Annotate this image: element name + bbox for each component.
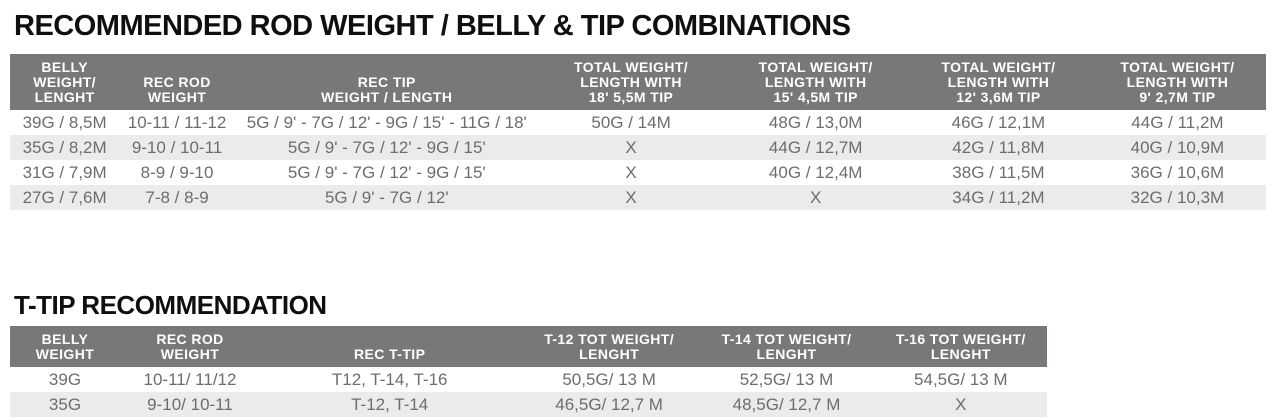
table-cell: 40G / 10,9M (1088, 135, 1266, 160)
table-row: 35G / 8,2M 9-10 / 10-11 5G / 9' - 7G / 12'… (10, 135, 1266, 160)
table-cell: 7-8 / 8-9 (119, 185, 235, 210)
table-cell: T12, T-14, T-16 (260, 367, 520, 392)
table-cell: 35G / 8,2M (10, 135, 120, 160)
section-title-rod-weight-combinations: RECOMMENDED ROD WEIGHT / BELLY & TIP COM… (14, 10, 851, 42)
table-cell: 35G (10, 392, 120, 417)
table-cell: 48,5G/ 12,7 M (698, 392, 875, 417)
header-row: BELLY WEIGHT REC ROD WEIGHT REC T-TIP T-12 … (10, 326, 1048, 367)
table-cell: 10-11 / 11-12 (119, 110, 235, 135)
t-tip-recommendation-table: BELLY WEIGHT REC ROD WEIGHT REC T-TIP T-12 … (10, 326, 1048, 417)
table-cell: 46,5G/ 12,7 M (519, 392, 699, 417)
table-cell: X (723, 185, 908, 210)
column-header: TOTAL WEIGHT/ LENGTH WITH 9' 2,7M TIP (1088, 54, 1266, 110)
table-row: 31G / 7,9M 8-9 / 9-10 5G / 9' - 7G / 12' -… (10, 160, 1266, 185)
table-cell: 31G / 7,9M (10, 160, 120, 185)
table-cell: X (538, 185, 724, 210)
table-cell: T-12, T-14 (260, 392, 520, 417)
table-cell: 10-11/ 11/12 (119, 367, 261, 392)
table-cell: 44G / 11,2M (1088, 110, 1266, 135)
column-header: TOTAL WEIGHT/ LENGTH WITH 12' 3,6M TIP (908, 54, 1089, 110)
table-cell: X (874, 392, 1048, 417)
column-header: BELLY WEIGHT/ LENGHT (10, 54, 120, 110)
table-cell: X (538, 160, 724, 185)
column-header: TOTAL WEIGHT/ LENGTH WITH 18' 5,5M TIP (538, 54, 724, 110)
table-cell: 44G / 12,7M (723, 135, 908, 160)
table-cell: 39G / 8,5M (10, 110, 120, 135)
column-header: T-12 TOT WEIGHT/ LENGHT (519, 326, 699, 367)
column-header: TOTAL WEIGHT/ LENGTH WITH 15' 4,5M TIP (723, 54, 908, 110)
table-row: 35G 9-10/ 10-11 T-12, T-14 46,5G/ 12,7 M 48,… (10, 392, 1048, 417)
table-cell: 42G / 11,8M (908, 135, 1089, 160)
table-cell: 9-10 / 10-11 (119, 135, 235, 160)
column-header: T-14 TOT WEIGHT/ LENGHT (698, 326, 875, 367)
table-cell: 27G / 7,6M (10, 185, 120, 210)
table-cell: 52,5G/ 13 M (698, 367, 875, 392)
table-cell: 8-9 / 9-10 (119, 160, 235, 185)
column-header: REC T-TIP (260, 326, 520, 367)
table-cell: 50,5G/ 13 M (519, 367, 699, 392)
table-row: 39G 10-11/ 11/12 T12, T-14, T-16 50,5G/ 13 … (10, 367, 1048, 392)
table-cell: 48G / 13,0M (723, 110, 908, 135)
table-row: 27G / 7,6M 7-8 / 8-9 5G / 9' - 7G / 12' X X 3… (10, 185, 1266, 210)
column-header: T-16 TOT WEIGHT/ LENGHT (874, 326, 1048, 367)
table-cell: 5G / 9' - 7G / 12' - 9G / 15' (234, 160, 539, 185)
table-cell: 5G / 9' - 7G / 12' (234, 185, 539, 210)
column-header: REC ROD WEIGHT (119, 326, 261, 367)
table-cell: 54,5G/ 13 M (874, 367, 1048, 392)
table-cell: 39G (10, 367, 120, 392)
column-header: REC TIP WEIGHT / LENGTH (234, 54, 539, 110)
table-cell: 9-10/ 10-11 (119, 392, 261, 417)
table-cell: 40G / 12,4M (723, 160, 908, 185)
table-cell: 5G / 9' - 7G / 12' - 9G / 15' - 11G / 18… (234, 110, 539, 135)
table-cell: X (538, 135, 724, 160)
column-header: BELLY WEIGHT (10, 326, 120, 367)
table-cell: 46G / 12,1M (908, 110, 1089, 135)
table-cell: 34G / 11,2M (908, 185, 1089, 210)
table-cell: 32G / 10,3M (1088, 185, 1266, 210)
table-cell: 5G / 9' - 7G / 12' - 9G / 15' (234, 135, 539, 160)
column-header: REC ROD WEIGHT (119, 54, 235, 110)
table-cell: 38G / 11,5M (908, 160, 1089, 185)
table-cell: 50G / 14M (538, 110, 724, 135)
table-cell: 36G / 10,6M (1088, 160, 1266, 185)
table-row: 39G / 8,5M 10-11 / 11-12 5G / 9' - 7G / 12… (10, 110, 1266, 135)
header-row: BELLY WEIGHT/ LENGHT REC ROD WEIGHT REC TI… (10, 54, 1266, 110)
rod-weight-belly-tip-table: BELLY WEIGHT/ LENGHT REC ROD WEIGHT REC TI… (10, 54, 1266, 210)
section-title-t-tip-recommendation: T-TIP RECOMMENDATION (14, 290, 327, 320)
